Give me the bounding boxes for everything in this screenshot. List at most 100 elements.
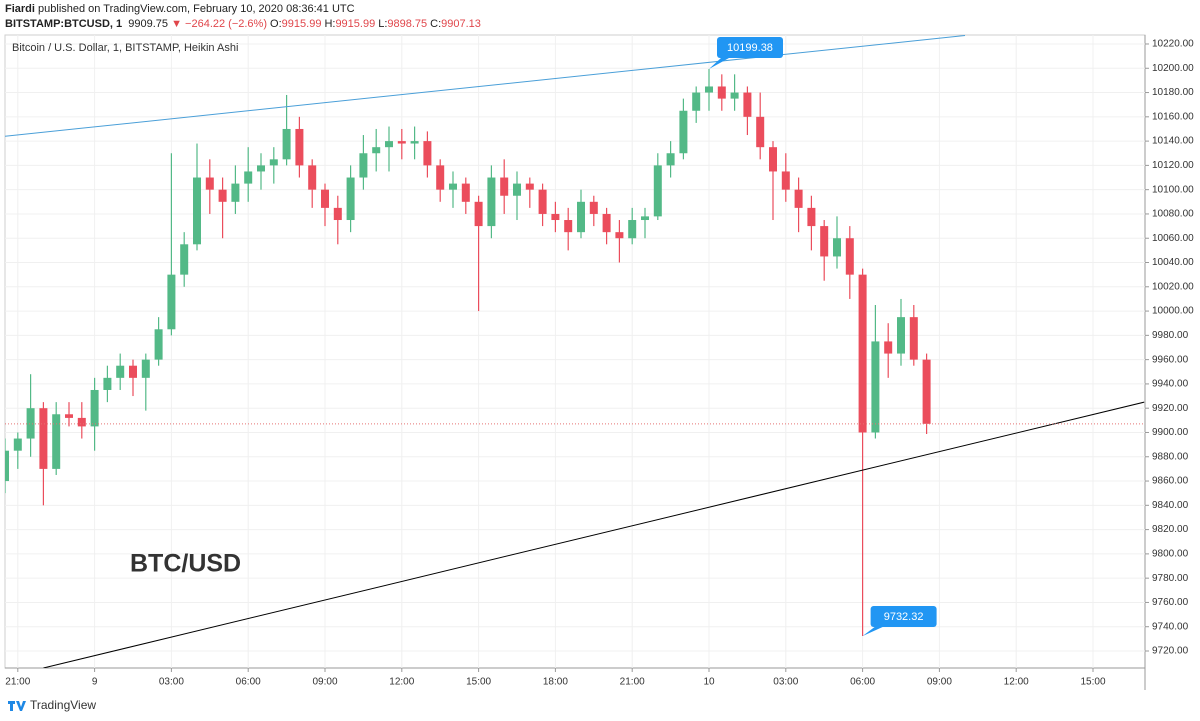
x-tick-label: 06:00 — [850, 677, 875, 688]
ohlc-label: H: — [324, 18, 336, 30]
ohlc-label: O: — [270, 18, 282, 30]
candle-body — [461, 183, 470, 202]
y-tick-label: 10040.00 — [1152, 257, 1194, 268]
y-tick-label: 9940.00 — [1152, 379, 1189, 390]
candle-body — [794, 189, 803, 208]
header-line-1: Fiardi published on TradingView.com, Feb… — [5, 2, 484, 17]
candle-body — [743, 92, 752, 117]
candle-body — [193, 177, 201, 245]
x-tick-label: 03:00 — [773, 677, 798, 688]
candle-body — [321, 189, 329, 208]
trend-line — [5, 35, 966, 137]
candle-body — [154, 329, 163, 360]
candle-body — [205, 177, 214, 190]
y-tick-label: 10180.00 — [1152, 87, 1194, 98]
callout-label: 10199.38 — [727, 42, 773, 54]
candle-body — [538, 189, 547, 214]
y-tick-label: 9760.00 — [1152, 597, 1189, 608]
candle-body — [820, 226, 829, 257]
grid: 9720.00 9740.00 9760.00 9780.00 9800.00 9820.… — [5, 35, 1194, 688]
candle-body — [295, 128, 304, 166]
candle-body — [257, 165, 265, 172]
y-tick-label: 9960.00 — [1152, 354, 1189, 365]
last-price: 9909.75 — [128, 18, 169, 30]
trend-line — [43, 401, 1145, 668]
candle-body — [218, 189, 227, 202]
candle-body — [385, 141, 393, 148]
ohlc-value: 9907.13 — [441, 18, 481, 30]
candle-body — [141, 359, 150, 378]
y-tick-label: 9840.00 — [1152, 500, 1189, 511]
candle-body — [666, 153, 675, 166]
candle-body — [449, 183, 457, 190]
header: Fiardi published on TradingView.com, Feb… — [5, 2, 484, 32]
chart-title: Bitcoin / U.S. Dollar, 1, BITSTAMP, Heik… — [12, 42, 238, 54]
candle-body — [39, 408, 48, 469]
candle-body — [410, 141, 419, 144]
y-tick-label: 9820.00 — [1152, 524, 1189, 535]
candle-body — [897, 317, 905, 354]
candle-body — [26, 408, 35, 439]
x-tick-label: 12:00 — [389, 677, 414, 688]
ohlc-label: C: — [430, 18, 442, 30]
callout-pointer — [709, 58, 729, 70]
callout-box — [870, 606, 937, 628]
marks — [5, 35, 1145, 668]
candle-body — [769, 147, 777, 172]
candle-body — [525, 183, 534, 190]
x-tick-label: 21:00 — [620, 677, 645, 688]
candle-body — [474, 201, 483, 227]
candle-body — [871, 341, 880, 433]
y-tick-label: 10200.00 — [1152, 63, 1194, 74]
y-tick-label: 9800.00 — [1152, 549, 1189, 560]
candle-body — [65, 414, 73, 418]
y-tick-label: 9920.00 — [1152, 403, 1189, 414]
ohlc: O:9915.99 H:9915.99 L:9898.75 C:9907.13 — [270, 18, 484, 30]
x-tick-label: 15:00 — [1080, 677, 1105, 688]
overlays: 10199.38 9732.32 — [709, 37, 937, 637]
y-tick-label: 9740.00 — [1152, 621, 1189, 632]
y-tick-label: 9980.00 — [1152, 330, 1189, 341]
x-tick-label: 09:00 — [312, 677, 337, 688]
brand: TradingView — [30, 698, 97, 712]
logo — [8, 701, 26, 711]
header-line-2: BITSTAMP:BTCUSD, 1 9909.75 ▼ −264.22 (−2… — [5, 17, 484, 32]
y-tick-label: 9860.00 — [1152, 476, 1189, 487]
candle-body — [90, 389, 99, 427]
callout: 9732.32 — [862, 606, 937, 637]
ohlc-label: L: — [378, 18, 388, 30]
x-tick-label: 15:00 — [466, 677, 491, 688]
candle-body — [781, 171, 790, 190]
candle-body — [564, 220, 573, 233]
candle-body — [167, 274, 176, 330]
candle-body — [602, 213, 611, 233]
change: ▼ −264.22 (−2.6%) — [171, 18, 267, 30]
candle-body — [77, 417, 86, 427]
candle-body — [282, 128, 291, 160]
candle-body — [577, 201, 585, 233]
candle-body — [756, 116, 765, 148]
callout-label: 9732.32 — [884, 611, 924, 623]
candle-body — [858, 274, 867, 433]
candle-body — [833, 238, 841, 257]
callout-pointer — [862, 627, 883, 637]
ohlc-value: 9915.99 — [281, 18, 322, 30]
y-tick-label: 10160.00 — [1152, 111, 1194, 122]
candle-body — [397, 141, 406, 144]
ohlc-value: 9915.99 — [335, 18, 376, 30]
candle-body — [500, 177, 509, 196]
y-tick-label: 10020.00 — [1152, 281, 1194, 292]
y-tick-label: 10140.00 — [1152, 136, 1194, 147]
x-tick-label: 03:00 — [159, 677, 184, 688]
candle-body — [551, 213, 560, 221]
candle-body — [922, 359, 931, 424]
y-tick-label: 10100.00 — [1152, 184, 1194, 195]
candle-body — [692, 92, 701, 111]
candle-body — [628, 220, 637, 239]
annotation: BTC/USD — [130, 550, 241, 578]
candle-body — [884, 341, 893, 354]
candle-body — [180, 244, 189, 275]
candle-body — [730, 92, 739, 99]
candle-body — [513, 183, 521, 196]
